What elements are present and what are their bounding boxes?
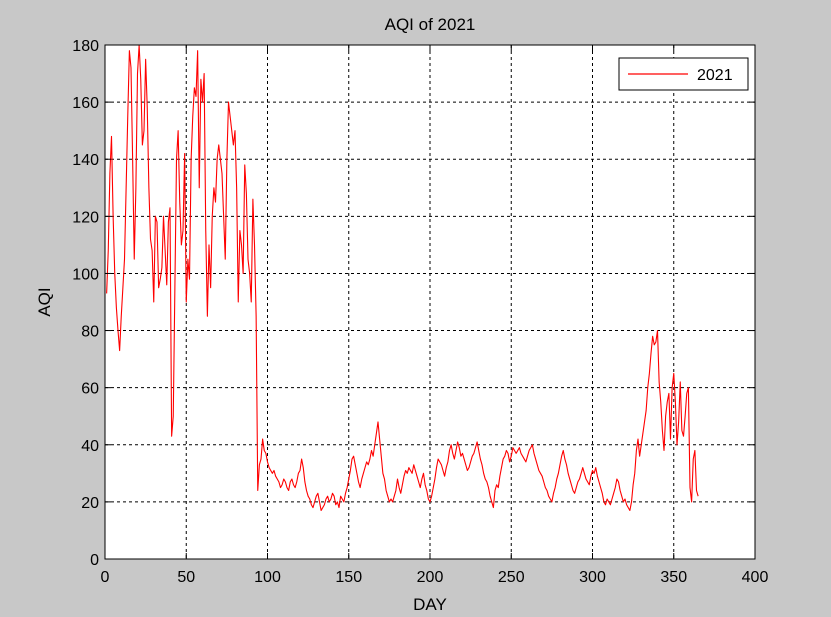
plot-area	[105, 45, 755, 559]
y-tick-label-60: 60	[81, 381, 99, 398]
legend-label-2021: 2021	[697, 67, 733, 84]
tick-labels: 0 50 100 150 200 250 300 350 400 0 20 40 60 80 100 120 1…	[72, 38, 768, 586]
y-tick-label-180: 180	[72, 38, 99, 55]
grid-lines	[105, 45, 755, 559]
y-tick-label-100: 100	[72, 266, 99, 283]
y-tick-label-160: 160	[72, 95, 99, 112]
x-tick-label-350: 350	[660, 569, 687, 586]
x-tick-label-0: 0	[101, 569, 110, 586]
chart-title: AQI of 2021	[385, 15, 476, 34]
x-tick-label-200: 200	[417, 569, 444, 586]
axis-ticks	[104, 44, 756, 560]
x-tick-label-400: 400	[742, 569, 769, 586]
series-line-2021	[106, 44, 699, 512]
y-tick-label-40: 40	[81, 438, 99, 455]
x-axis-title: DAY	[413, 595, 447, 614]
x-tick-label-150: 150	[335, 569, 362, 586]
legend: 2021	[618, 57, 749, 91]
x-tick-label-250: 250	[498, 569, 525, 586]
y-axis-title: AQI	[35, 287, 54, 316]
x-tick-label-50: 50	[177, 569, 195, 586]
y-tick-label-0: 0	[90, 552, 99, 569]
series-layer	[106, 44, 699, 512]
x-tick-label-100: 100	[254, 569, 281, 586]
y-tick-label-80: 80	[81, 324, 99, 341]
y-tick-label-20: 20	[81, 495, 99, 512]
x-tick-label-300: 300	[579, 569, 606, 586]
y-tick-label-120: 120	[72, 209, 99, 226]
y-tick-label-140: 140	[72, 152, 99, 169]
